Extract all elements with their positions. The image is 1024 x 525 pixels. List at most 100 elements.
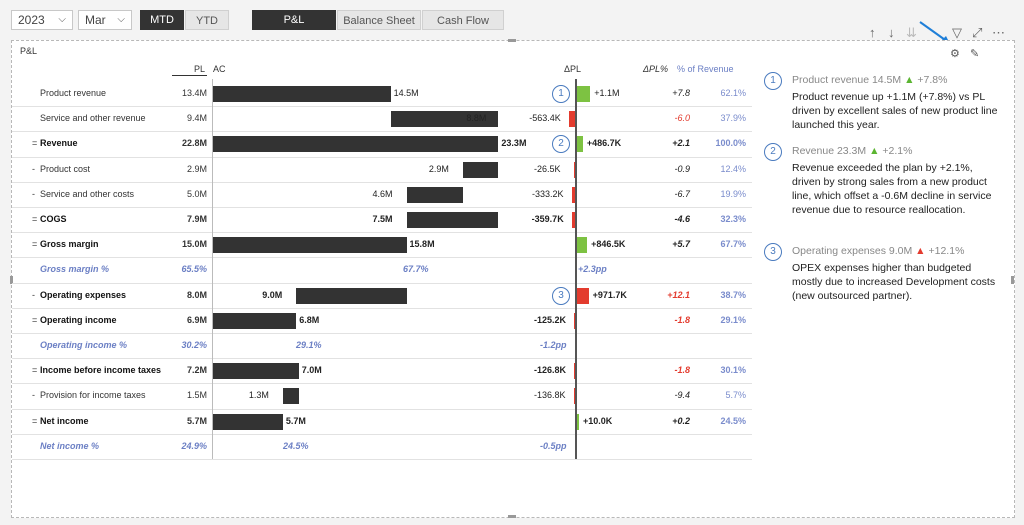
table-row[interactable]: Net income % 24.9% 24.5% -0.5pp xyxy=(12,434,752,459)
pen-icon[interactable]: ✎ xyxy=(970,48,980,60)
row-label: Gross margin % xyxy=(40,264,110,275)
table-row[interactable]: = Operating income 6.9M 6.8M -125.2K -1.8 29.1… xyxy=(12,308,752,333)
more-icon[interactable]: ⋯ xyxy=(992,25,1005,40)
ac-bar[interactable] xyxy=(282,388,299,405)
table-row[interactable]: = Gross margin 15.0M 15.8M +846.5K +5.7 67.7% xyxy=(12,232,752,257)
table-row[interactable]: - Operating expenses 8.0M 9.0M +971.7K +12.1 3… xyxy=(12,283,752,308)
table-row[interactable]: Gross margin % 65.5% 67.7% +2.3pp xyxy=(12,257,752,282)
row-divider xyxy=(12,282,752,284)
pl-value: 15.0M xyxy=(181,239,207,250)
ac-bar[interactable] xyxy=(213,136,499,153)
ac-bar[interactable] xyxy=(213,363,299,380)
dpl-value: -359.7K xyxy=(531,214,564,224)
comment-badge[interactable]: 2 xyxy=(552,135,570,154)
year-dropdown[interactable]: 2023 ⌵ xyxy=(11,10,73,30)
dplpct-value: -4.6 xyxy=(674,214,690,224)
note-delta: +2.1% xyxy=(882,145,913,157)
filter-icon[interactable]: ▽ xyxy=(952,25,962,40)
row-prefix: - xyxy=(32,289,35,300)
resize-handle[interactable] xyxy=(508,515,516,518)
resize-handle[interactable] xyxy=(1011,276,1014,284)
dpl-value: +846.5K xyxy=(591,239,626,250)
table-row[interactable]: Operating income % 30.2% 29.1% -1.2pp xyxy=(12,333,752,358)
row-divider xyxy=(12,358,752,360)
table-row[interactable]: = Revenue 22.8M 23.3M +486.7K +2.1 100.0% 2 xyxy=(12,131,752,156)
pl-value: 6.9M xyxy=(186,314,207,325)
revenue-pct-value: 62.1% xyxy=(720,88,746,98)
dplpct-value: -6.0 xyxy=(674,113,690,124)
drill-icon[interactable]: ⇊ xyxy=(906,25,917,40)
delta-bar[interactable] xyxy=(577,287,589,304)
month-dropdown[interactable]: Mar ⌵ xyxy=(78,10,132,30)
ac-bar[interactable] xyxy=(213,86,391,102)
table-row[interactable]: - Product cost 2.9M 2.9M -26.5K -0.9 12.4% xyxy=(12,157,752,182)
ac-bar[interactable] xyxy=(462,161,499,178)
delta-bar[interactable] xyxy=(571,212,576,228)
dpl-value: -26.5K xyxy=(534,163,561,174)
ac-bar[interactable] xyxy=(213,312,297,329)
table-row[interactable]: Product revenue 13.4M 14.5M +1.1M +7.8 62.1% 1 xyxy=(12,81,752,106)
row-label: Income before income taxes xyxy=(40,365,162,376)
note-badge[interactable]: 1 xyxy=(764,72,782,90)
ac-bar[interactable] xyxy=(390,111,499,128)
table-row[interactable]: = Income before income taxes 7.2M 7.0M -126.… xyxy=(12,358,752,383)
arrow-up-icon[interactable]: ↑ xyxy=(869,25,876,40)
row-divider xyxy=(12,156,752,158)
comment-badge[interactable]: 1 xyxy=(552,85,570,103)
ac-value: 2.9M xyxy=(428,163,449,174)
table-row[interactable]: = COGS 7.9M 7.5M -359.7K -4.6 32.3% xyxy=(12,207,752,232)
revenue-pct-value: 32.3% xyxy=(720,214,746,224)
table-row[interactable]: - Service and other costs 5.0M 4.6M -333.2K -… xyxy=(12,182,752,207)
dplpct-value: +0.2 xyxy=(672,415,690,426)
comment-icon[interactable]: ⚙ xyxy=(950,48,960,60)
ac-bar[interactable] xyxy=(213,413,283,430)
focus-icon[interactable]: ⤢ xyxy=(972,25,983,40)
table-row[interactable]: = Net income 5.7M 5.7M +10.0K +0.2 24.5% xyxy=(12,409,752,434)
resize-handle[interactable] xyxy=(508,39,516,42)
row-label: COGS xyxy=(40,214,67,224)
ac-bar[interactable] xyxy=(406,212,499,228)
row-divider xyxy=(12,459,752,460)
table-row[interactable]: - Provision for income taxes 1.5M 1.3M -136.… xyxy=(12,383,752,408)
pl-value: 5.7M xyxy=(186,415,207,426)
table-row[interactable]: Service and other revenue 9.4M 8.8M -563.4K… xyxy=(12,106,752,131)
header-revenue-pct: % of Revenue xyxy=(677,64,734,74)
ac-bar[interactable] xyxy=(296,287,407,304)
arrow-up-icon: ▲ xyxy=(904,74,915,86)
delta-bar[interactable] xyxy=(577,86,591,102)
revenue-pct-value: 67.7% xyxy=(720,239,746,250)
comment-badge[interactable]: 3 xyxy=(552,286,570,305)
pl-value: 7.9M xyxy=(186,214,207,224)
dplpct-value: -0.9 xyxy=(674,163,690,174)
ac-bar[interactable] xyxy=(213,237,407,254)
resize-handle[interactable] xyxy=(10,276,13,284)
revenue-pct-value: 30.1% xyxy=(720,365,746,376)
ytd-button[interactable]: YTD xyxy=(185,10,229,30)
row-divider xyxy=(12,106,752,108)
dplpct-value: +2.1 xyxy=(672,138,690,149)
note-badge[interactable]: 2 xyxy=(764,143,782,161)
dpl-value: +1.1M xyxy=(594,88,620,98)
delta-bar[interactable] xyxy=(572,186,576,203)
row-label: Operating expenses xyxy=(40,289,127,300)
mtd-button[interactable]: MTD xyxy=(140,10,184,30)
dpl-value: -126.8K xyxy=(534,365,567,376)
delta-bar[interactable] xyxy=(577,136,583,153)
tab-cash-flow[interactable]: Cash Flow xyxy=(422,10,504,30)
arrow-down-icon[interactable]: ↓ xyxy=(888,25,895,40)
row-label: Product cost xyxy=(40,163,91,174)
revenue-pct-value: 29.1% xyxy=(720,314,746,325)
delta-bar[interactable] xyxy=(577,237,588,254)
pl-value: 5.0M xyxy=(186,188,207,199)
delta-bar[interactable] xyxy=(569,111,576,128)
note-badge[interactable]: 3 xyxy=(764,243,782,261)
ac-bar[interactable] xyxy=(406,186,463,203)
tab-pl[interactable]: P&L xyxy=(252,10,336,30)
row-label: Net income % xyxy=(40,440,100,451)
revenue-pct-value: 37.9% xyxy=(720,113,746,124)
header-pl: PL xyxy=(194,64,206,74)
revenue-pct-value: 12.4% xyxy=(720,163,746,174)
delta-bar[interactable] xyxy=(577,413,579,430)
pl-value: 8.0M xyxy=(186,289,207,300)
tab-balance-sheet[interactable]: Balance Sheet xyxy=(337,10,421,30)
